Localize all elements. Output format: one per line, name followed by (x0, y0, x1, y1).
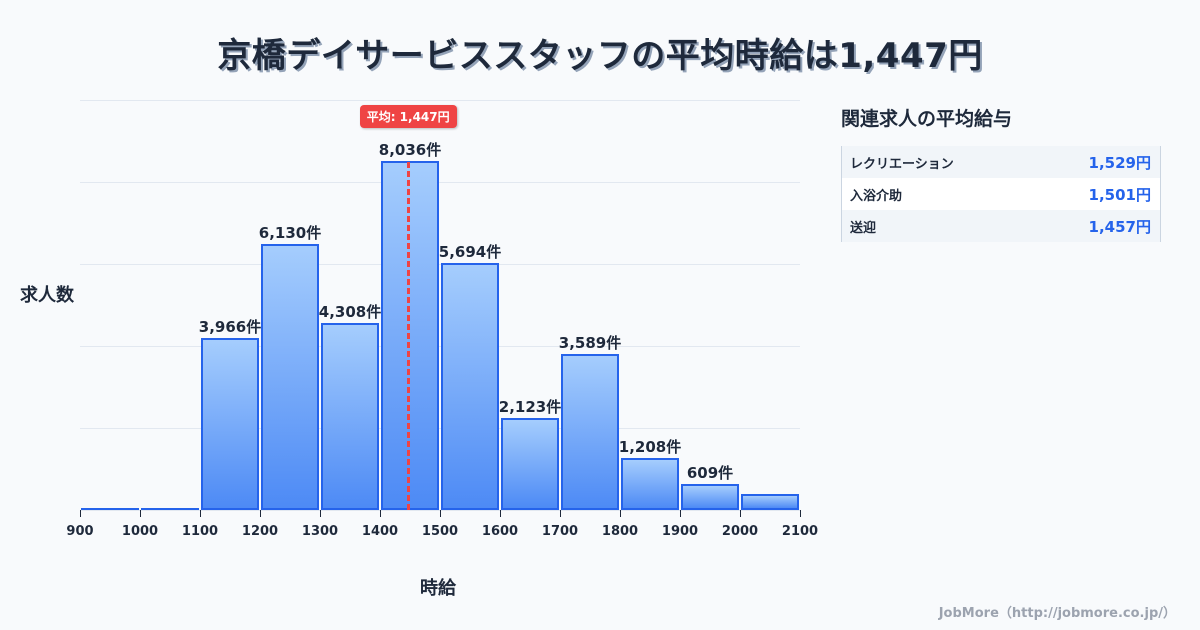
x-tick-label: 1600 (481, 524, 519, 539)
x-tick-label: 1200 (241, 524, 279, 539)
histogram-bar (681, 483, 739, 510)
x-tick (380, 510, 381, 517)
related-row: 入浴介助 1,501円 (842, 178, 1160, 210)
x-tick-label: 2000 (721, 524, 759, 539)
x-tick (800, 510, 801, 517)
histogram-bar (741, 493, 799, 510)
x-tick (500, 510, 501, 517)
histogram-bar (441, 262, 499, 510)
x-tick-label: 900 (66, 524, 94, 539)
gridline (80, 428, 800, 429)
x-tick (320, 510, 321, 517)
page-title: 京橋デイサービススタッフの平均時給は1,447円 (217, 36, 983, 76)
related-row-value: 1,457円 (1088, 217, 1151, 236)
footer-credit: JobMore（http://jobmore.co.jp/） (938, 606, 1176, 621)
histogram-bar (261, 244, 319, 510)
related-row-name: 送迎 (850, 220, 877, 236)
related-row-name: レクリエーション (850, 156, 954, 172)
x-tick (260, 510, 261, 517)
bar-value-label: 3,589件 (558, 334, 622, 353)
related-jobs-table: レクリエーション 1,529円 入浴介助 1,501円 送迎 1,457円 (841, 146, 1161, 242)
x-tick (680, 510, 681, 517)
histogram-bar (561, 354, 619, 510)
gridline (80, 346, 800, 347)
x-tick-label: 1000 (121, 524, 159, 539)
histogram-bar (621, 457, 679, 510)
x-tick (200, 510, 201, 517)
x-tick (440, 510, 441, 517)
y-axis-label: 求人数 (20, 285, 74, 306)
x-tick (620, 510, 621, 517)
bar-value-label: 5,694件 (438, 242, 502, 261)
bar-value-label: 3,966件 (198, 317, 262, 336)
x-tick-label: 1300 (301, 524, 339, 539)
x-tick (560, 510, 561, 517)
x-tick-label: 1900 (661, 524, 699, 539)
average-badge: 平均: 1,447円 (359, 105, 457, 128)
related-row-value: 1,501円 (1088, 185, 1151, 204)
x-tick-label: 1700 (541, 524, 579, 539)
histogram-bar (141, 508, 199, 510)
related-row: 送迎 1,457円 (842, 210, 1160, 242)
x-tick (740, 510, 741, 517)
histogram-plot: 3,966件 6,130件 4,308件 8,036件 5,694件 2,123件 3,58… (66, 100, 818, 539)
histogram-bar (501, 417, 559, 510)
bar-value-label: 6,130件 (258, 224, 322, 243)
x-tick-label: 1500 (421, 524, 459, 539)
gridline (80, 264, 800, 265)
gridline (80, 182, 800, 183)
x-tick (80, 510, 81, 517)
histogram-bar (321, 323, 379, 510)
gridline (80, 100, 800, 101)
bar-value-label: 4,308件 (318, 303, 382, 322)
related-row: レクリエーション 1,529円 (842, 146, 1160, 178)
histogram-bar (201, 337, 259, 510)
histogram-bar (81, 508, 139, 510)
related-row-value: 1,529円 (1088, 153, 1151, 172)
related-jobs-title: 関連求人の平均給与 (841, 108, 1013, 130)
bar-value-label: 2,123件 (498, 397, 562, 416)
x-tick-label: 2100 (781, 524, 819, 539)
bar-value-label: 8,036件 (378, 141, 442, 160)
x-tick-label: 1800 (601, 524, 639, 539)
x-tick-label: 1400 (361, 524, 399, 539)
x-tick (140, 510, 141, 517)
related-row-name: 入浴介助 (850, 188, 903, 204)
x-axis-label: 時給 (420, 578, 456, 599)
average-line (407, 162, 411, 510)
bar-value-label: 1,208件 (618, 437, 682, 456)
x-tick-label: 1100 (181, 524, 219, 539)
bar-value-label: 609件 (686, 463, 734, 482)
